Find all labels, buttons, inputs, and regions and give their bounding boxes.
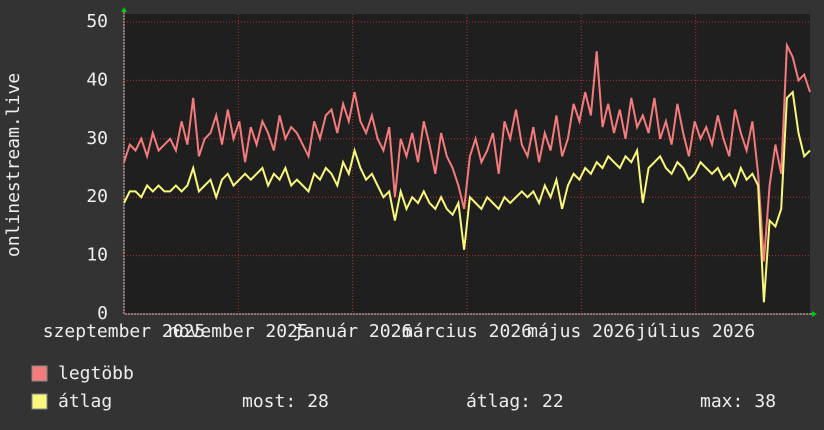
y-axis-label: onlinestream.live: [3, 73, 24, 257]
y-tick-label: 20: [86, 186, 108, 207]
stat-value: 38: [754, 391, 776, 412]
stat-label: max:: [700, 391, 743, 412]
stat-label: átlag:: [466, 391, 531, 412]
axis-arrow: [121, 7, 127, 12]
axis-arrow: [812, 311, 817, 317]
y-tick-label: 30: [86, 128, 108, 149]
y-tick-label: 0: [97, 303, 108, 324]
y-tick-label: 50: [86, 11, 108, 32]
legend-swatch: [31, 393, 48, 410]
series-line: [123, 41, 811, 262]
y-tick-label: 10: [86, 245, 108, 266]
x-tick-label: szeptember 2025: [43, 321, 206, 342]
x-tick-label: május 2026: [527, 321, 635, 342]
legend-label: legtöbb: [58, 363, 134, 384]
legend-label: átlag: [58, 391, 112, 412]
stat-label: most:: [242, 391, 296, 412]
x-tick-label: január 2026: [293, 321, 412, 342]
x-tick-label: július 2026: [636, 321, 755, 342]
stat-value: 22: [542, 391, 564, 412]
series-line: [123, 89, 811, 303]
x-tick-label: november 2025: [168, 321, 309, 342]
x-tick-label: március 2026: [402, 321, 532, 342]
legend-swatch: [31, 365, 48, 382]
stat-value: 28: [307, 391, 329, 412]
y-tick-label: 40: [86, 69, 108, 90]
